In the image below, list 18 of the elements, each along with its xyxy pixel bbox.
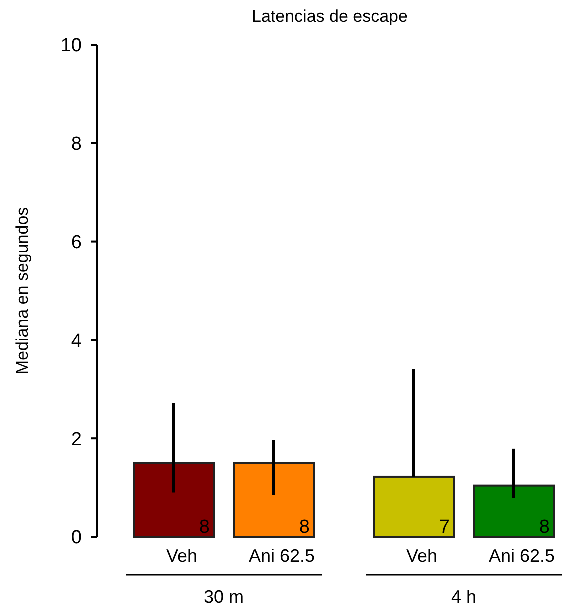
chart-title: Latencias de escape <box>252 7 408 26</box>
text: 4 h <box>451 587 477 607</box>
annotation: 8 <box>539 517 550 538</box>
y-axis-title: Mediana en segundos <box>13 207 32 375</box>
x-tick-label: Veh <box>166 546 198 566</box>
annotation: 7 <box>439 517 450 538</box>
x-tick-label: Ani 62.5 <box>248 546 316 566</box>
y-tick-label: 8 <box>71 134 82 156</box>
x-tick-label: Veh <box>406 546 438 566</box>
annotation: 8 <box>199 517 210 538</box>
y-tick-label: 4 <box>71 330 82 352</box>
y-tick-label: 10 <box>60 36 82 57</box>
y-tick-label: 6 <box>71 232 82 254</box>
y-tick-label: 0 <box>71 528 82 549</box>
y-tick-label: 2 <box>71 429 82 450</box>
text: 30 m <box>204 587 244 607</box>
x-tick-label: Ani 62.5 <box>488 546 556 566</box>
annotation: 8 <box>299 517 310 538</box>
